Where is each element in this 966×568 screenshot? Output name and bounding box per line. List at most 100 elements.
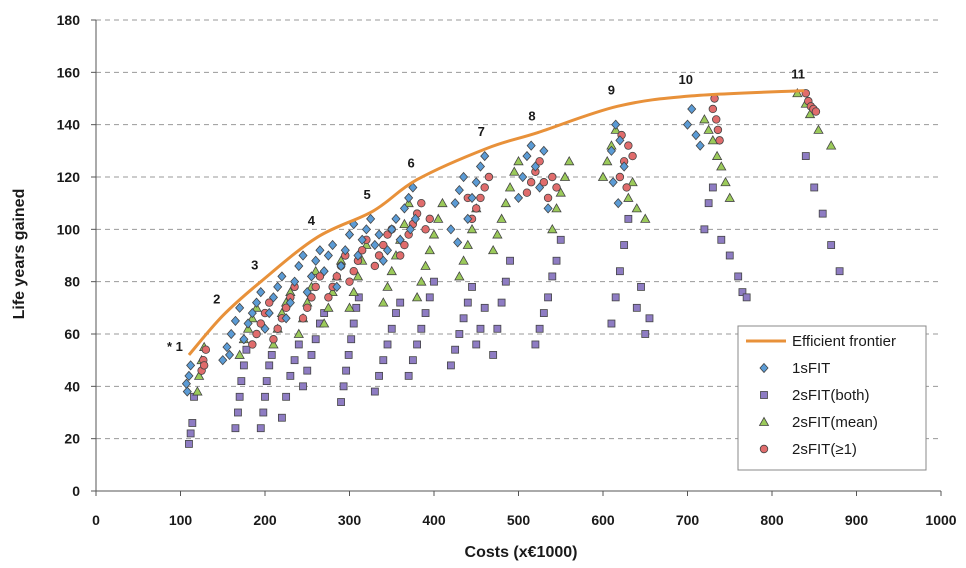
point-square [835,267,844,276]
point-diamond [518,171,528,183]
point-triangle [361,239,372,249]
point-triangle [804,108,816,119]
point-square [261,392,269,401]
point-circle [480,183,489,192]
legend-box [737,325,927,471]
point-diamond [687,103,697,115]
point-triangle [711,150,723,160]
point-diamond [395,234,405,245]
point-square [476,324,485,333]
point-circle [543,193,553,203]
point-square [624,214,633,223]
point-triangle [466,224,478,234]
point-diamond [405,224,415,235]
x-tick-label: 300 [338,512,362,528]
point-diamond [336,260,346,272]
point-circle [252,329,261,339]
point-diamond [256,287,266,298]
point-diamond [404,192,414,204]
point-square [742,293,751,302]
point-triangle [504,182,516,192]
point-square [641,330,650,338]
point-diamond [226,328,236,340]
point-square [632,303,641,312]
point-square [186,429,195,438]
point-diamond [480,150,490,162]
point-diamond [399,203,409,214]
point-diamond [311,255,321,266]
point-triangle [564,155,575,166]
point-square [379,356,388,365]
point-square [607,319,616,328]
point-square [810,183,819,192]
point-diamond [374,229,384,240]
point-triangle [496,213,507,223]
point-square [242,345,251,354]
point-triangle [268,339,279,349]
point-diamond [467,192,477,204]
frontier-label: 4 [308,213,316,228]
point-triangle [513,155,524,166]
point-triangle [492,229,503,239]
x-tick-label: 1000 [925,512,956,528]
point-diamond [298,250,308,261]
point-diamond [182,386,192,397]
point-circle [370,261,380,271]
point-diamond [294,260,304,272]
point-diamond [332,281,342,293]
point-diamond [323,250,333,261]
series-0 [181,103,705,397]
point-circle [273,324,282,333]
point-circle [357,246,367,255]
point-triangle [699,114,710,124]
point-diamond [535,182,545,193]
point-triangle [547,224,558,234]
point-triangle [597,171,609,181]
point-diamond [695,140,705,151]
point-diamond [382,245,393,256]
point-circle [526,178,536,187]
point-square [430,277,438,286]
point-circle [269,335,278,344]
point-circle [303,303,312,313]
point-square [616,267,624,276]
point-diamond [611,119,621,130]
point-square [463,298,472,307]
point-square [704,199,713,208]
point-diamond [475,161,486,172]
point-diamond [459,171,469,183]
point-diamond [530,161,540,172]
point-circle [615,172,625,182]
legend-swatch-diamond [759,362,769,374]
point-square [408,356,417,365]
point-circle [476,193,485,203]
point-square [265,361,274,370]
point-circle [811,107,821,116]
point-circle [421,225,430,234]
point-square [468,282,476,291]
legend-label: 2sFIT(mean) [792,414,878,431]
point-circle [256,319,265,328]
point-square [396,298,405,307]
point-square [392,309,400,317]
x-tick-label: 600 [591,512,615,528]
point-square [337,398,345,406]
point-circle [472,204,481,213]
point-diamond [277,271,287,282]
x-tick-label: 800 [760,512,784,528]
point-triangle [640,213,651,223]
y-tick-label: 160 [57,64,81,80]
frontier-label: 5 [364,187,371,202]
point-square [556,235,565,244]
point-diamond [606,145,616,156]
point-diamond [290,276,300,287]
efficient-frontier-line [187,89,805,356]
point-circle [281,303,291,313]
point-square [339,382,348,391]
point-diamond [463,213,473,224]
x-tick-labels: 0 100 200 300 400 500 600 700 800 900 1000 [92,491,957,528]
legend-label: 1sFIT [792,360,830,377]
point-diamond [235,302,245,313]
point-circle [548,172,557,182]
